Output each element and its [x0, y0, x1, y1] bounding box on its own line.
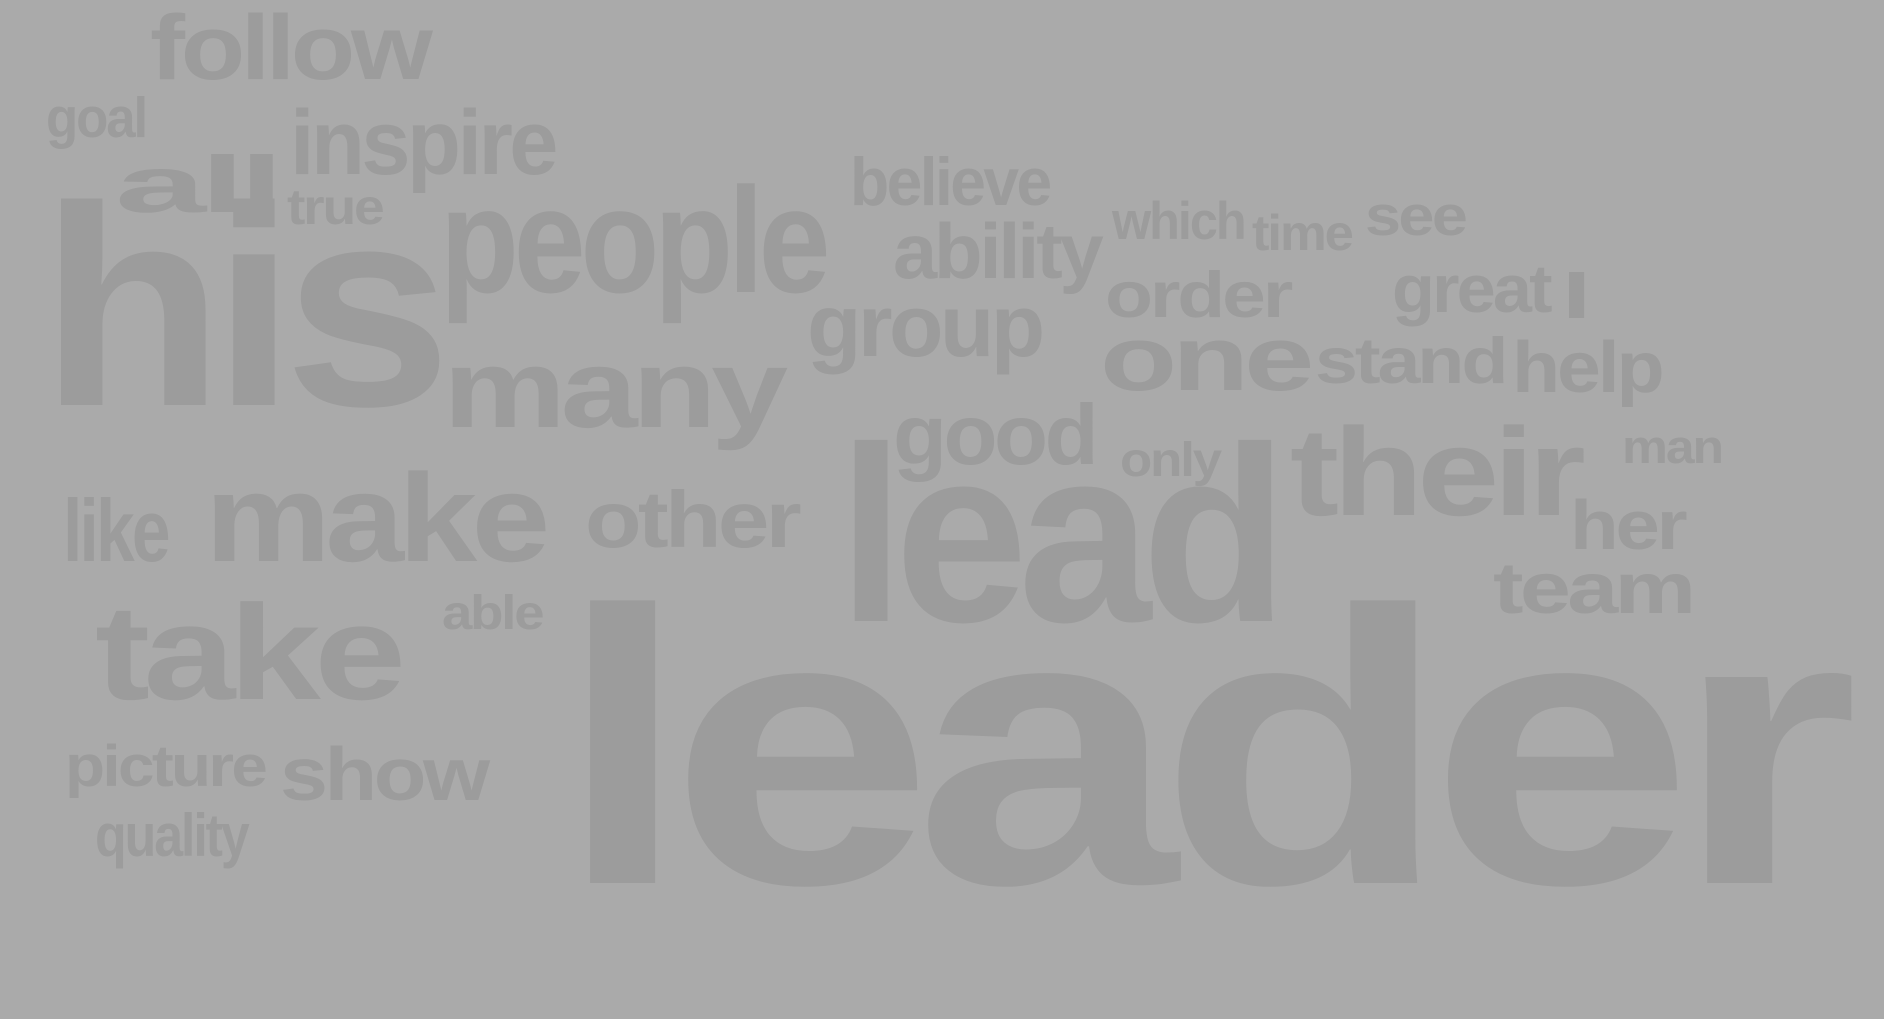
word-follow: follow	[150, 0, 433, 99]
word-order: order	[1105, 258, 1293, 331]
word-i: I	[1562, 258, 1591, 333]
word-team: team	[1493, 549, 1696, 629]
word-all: all	[115, 140, 284, 229]
word-his: his	[40, 148, 452, 466]
word-picture: picture	[65, 734, 268, 799]
word-believe: believe	[850, 144, 1052, 220]
word-lead: lead	[838, 395, 1288, 674]
word-time: time	[1252, 205, 1354, 261]
word-one: one	[1100, 308, 1314, 410]
word-quality: quality	[95, 802, 250, 869]
word-like: like	[63, 481, 171, 580]
word-great: great	[1392, 251, 1552, 327]
word-goal: goal	[46, 86, 148, 150]
word-ability: ability	[893, 207, 1104, 295]
word-make: make	[205, 449, 550, 588]
word-true: true	[287, 179, 385, 235]
word-leader: leader	[557, 530, 1859, 966]
word-which: which	[1112, 192, 1247, 251]
word-help: help	[1512, 328, 1665, 408]
word-good: good	[893, 388, 1099, 483]
word-stand: stand	[1315, 324, 1509, 397]
word-group: group	[807, 276, 1045, 375]
word-other: other	[585, 475, 802, 564]
word-take: take	[95, 577, 406, 728]
word-man: man	[1622, 420, 1724, 473]
word-people: people	[440, 156, 831, 324]
word-many: many	[443, 326, 788, 451]
word-able: able	[442, 587, 545, 640]
word-show: show	[280, 732, 490, 816]
word-only: only	[1120, 434, 1222, 487]
word-their: their	[1290, 403, 1586, 542]
word-her: her	[1570, 486, 1688, 564]
word-see: see	[1365, 184, 1468, 248]
word-inspire: inspire	[290, 92, 558, 194]
